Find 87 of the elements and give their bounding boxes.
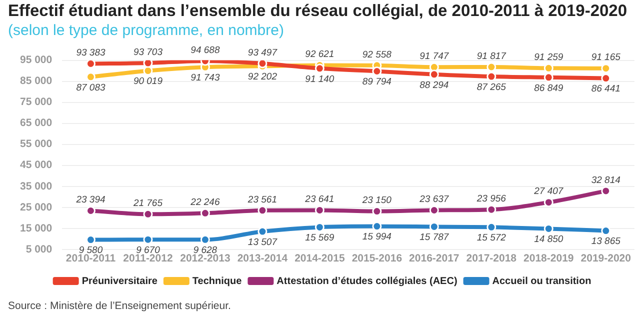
x-tick-label: 2014-2015: [294, 252, 345, 265]
data-label: 86 441: [591, 84, 620, 95]
y-tick-label: 85 000: [20, 75, 52, 88]
y-tick-label: 45 000: [20, 159, 52, 172]
point: [258, 206, 268, 216]
data-label: 87 083: [76, 82, 106, 94]
y-tick-label: 25 000: [20, 201, 52, 214]
point: [601, 74, 611, 84]
y-tick-label: 65 000: [20, 117, 52, 130]
data-label: 13 507: [248, 236, 278, 248]
point: [200, 234, 210, 244]
chart-title: Effectif étudiant dans l’ensemble du réseau collégial, de 2010-2011 à 2019-2020: [8, 2, 628, 21]
x-tick-label: 2010-2011: [66, 252, 116, 265]
data-label: 27 407: [533, 186, 564, 198]
y-tick-label: 75 000: [20, 96, 52, 108]
data-label: 23 637: [418, 194, 450, 206]
data-label: 22 246: [190, 197, 220, 208]
data-label: 93 497: [248, 47, 278, 58]
data-label: 23 641: [304, 194, 334, 206]
x-tick-label: 2017-2018: [466, 252, 517, 265]
data-label: 92 558: [362, 49, 392, 60]
point: [143, 209, 153, 219]
point: [544, 63, 554, 73]
y-tick-label: 5 000: [26, 243, 52, 256]
data-label: 92 621: [305, 49, 334, 60]
x-tick-label: 2015-2016: [352, 252, 402, 265]
point: [601, 64, 611, 74]
source-note: Source : Ministère de l’Enseignement supérieur.: [8, 300, 231, 312]
data-label: 23 561: [246, 194, 277, 206]
data-label: 93 703: [133, 46, 164, 58]
point: [429, 70, 439, 80]
point: [86, 206, 96, 216]
chart-subtitle: (selon le type de programme, en nombre): [8, 22, 284, 39]
point: [258, 226, 268, 236]
point: [544, 198, 554, 208]
point: [486, 222, 496, 232]
data-label: 91 743: [190, 72, 220, 84]
data-label: 15 787: [420, 232, 450, 244]
data-label: 23 150: [361, 195, 392, 206]
data-label: 94 688: [190, 44, 220, 56]
legend-label: Préuniversitaire: [82, 276, 158, 287]
x-tick-label: 2013-2014: [237, 252, 288, 265]
point: [486, 72, 496, 82]
point: [486, 204, 496, 214]
legend-label: Accueil ou transition: [492, 276, 592, 287]
data-label: 21 765: [132, 198, 164, 210]
data-label: 86 849: [534, 82, 564, 94]
point: [314, 64, 324, 74]
data-label: 92 202: [248, 72, 278, 83]
point: [258, 60, 268, 68]
x-tick-label: 2016-2017: [409, 252, 460, 265]
point: [200, 208, 210, 218]
legend-label: Attestation d’études collégiales (AEC): [276, 276, 458, 287]
x-tick-label: 2018-2019: [524, 252, 574, 265]
y-tick-label: 35 000: [20, 180, 52, 192]
x-tick-label: 2012-2013: [180, 252, 230, 265]
data-label: 91 817: [476, 50, 507, 62]
point: [601, 186, 611, 196]
data-label: 32 814: [591, 174, 620, 186]
y-tick-label: 15 000: [20, 222, 52, 234]
point: [486, 62, 496, 72]
x-tick-label: 2011-2012: [123, 252, 173, 265]
point: [544, 72, 554, 82]
data-label: 91 140: [305, 74, 335, 85]
data-label: 15 572: [476, 232, 507, 244]
data-label: 91 747: [420, 51, 450, 62]
data-label: 23 956: [476, 193, 507, 204]
data-label: 91 165: [591, 52, 622, 64]
data-label: 15 994: [362, 232, 392, 243]
point: [372, 66, 382, 76]
legend-label: Technique: [192, 276, 242, 287]
data-label: 89 794: [362, 76, 392, 88]
data-label: 13 865: [591, 236, 622, 248]
data-label: 90 019: [133, 76, 164, 88]
data-label: 88 294: [420, 80, 449, 91]
data-label: 14 850: [534, 234, 564, 246]
y-tick-label: 95 000: [20, 54, 52, 66]
point: [86, 60, 96, 68]
point: [143, 234, 153, 244]
data-label: 93 383: [76, 48, 106, 59]
data-label: 87 265: [476, 82, 507, 93]
data-label: 23 394: [75, 194, 106, 206]
data-label: 91 259: [534, 52, 564, 64]
y-tick-label: 55 000: [20, 138, 52, 150]
data-label: 15 569: [305, 232, 335, 244]
x-tick-label: 2019-2020: [580, 252, 632, 265]
point: [143, 60, 153, 68]
